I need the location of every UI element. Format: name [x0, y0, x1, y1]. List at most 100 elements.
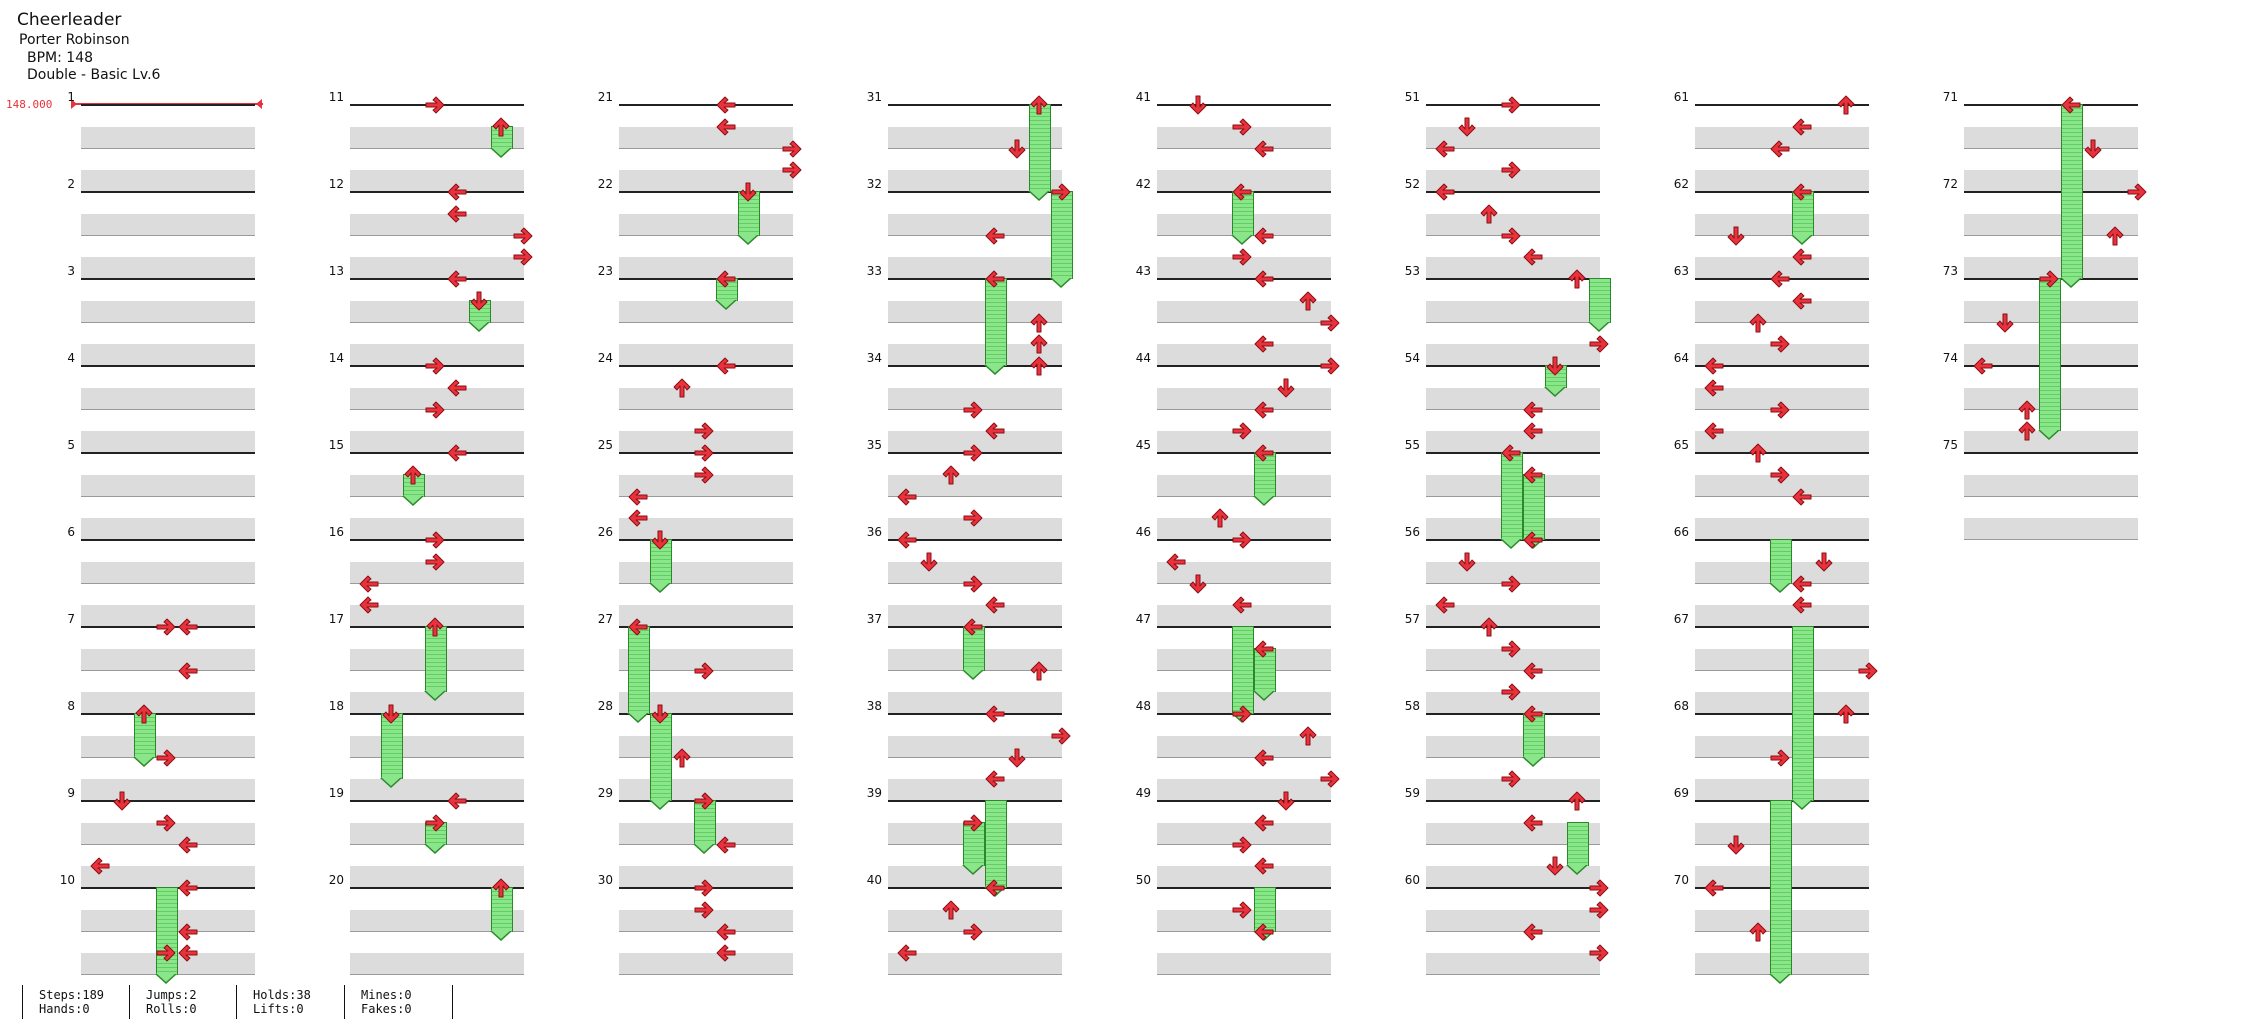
- right-arrow-icon: [424, 551, 446, 573]
- hold-end: [714, 298, 737, 310]
- hold-end: [132, 755, 155, 767]
- measure-line: [81, 452, 255, 454]
- beat-band: [1695, 518, 1869, 541]
- left-arrow-icon: [715, 94, 737, 116]
- left-arrow-icon: [177, 921, 199, 943]
- hold-end: [1768, 581, 1791, 593]
- right-arrow-icon: [1500, 94, 1522, 116]
- song-level: Double - Basic Lv.6: [27, 67, 161, 83]
- measure: 26: [598, 525, 793, 628]
- up-arrow-icon: [1209, 507, 1231, 529]
- stats-divider: [129, 985, 130, 1019]
- hold-end: [154, 973, 177, 984]
- beat-band: [1157, 561, 1331, 584]
- beat-band: [81, 822, 255, 845]
- beat-band: [619, 909, 793, 932]
- beat-band: [81, 561, 255, 584]
- up-arrow-icon: [1566, 268, 1588, 290]
- measure: 5: [67, 438, 255, 541]
- left-arrow-icon: [896, 942, 918, 964]
- beat-band: [1157, 909, 1331, 932]
- down-arrow-icon: [1544, 355, 1566, 377]
- down-arrow-icon: [1006, 138, 1028, 160]
- right-arrow-icon: [781, 159, 803, 181]
- beat-band: [1157, 779, 1331, 802]
- left-arrow-icon: [984, 420, 1006, 442]
- measure-line: [350, 800, 524, 802]
- left-arrow-icon: [1972, 355, 1994, 377]
- left-arrow-icon: [1769, 268, 1791, 290]
- up-arrow-icon: [1747, 312, 1769, 334]
- up-arrow-icon: [490, 877, 512, 899]
- left-arrow-icon: [1253, 921, 1275, 943]
- right-arrow-icon: [1319, 768, 1341, 790]
- beat-band: [81, 300, 255, 323]
- measure-number: 10: [59, 873, 75, 887]
- left-arrow-icon: [358, 573, 380, 595]
- hold-end: [423, 842, 446, 854]
- measure: 61: [1674, 90, 1869, 193]
- left-arrow-icon: [1253, 812, 1275, 834]
- up-arrow-icon: [940, 464, 962, 486]
- measure-number: 67: [1673, 612, 1689, 626]
- beat-band: [888, 735, 1062, 758]
- beat-band: [1695, 474, 1869, 497]
- measure-line: [1157, 365, 1331, 367]
- measure: 4: [67, 351, 255, 454]
- measure-line: [81, 713, 255, 715]
- measure-number: 39: [866, 786, 882, 800]
- hold-end: [1543, 385, 1566, 397]
- down-arrow-icon: [2082, 138, 2104, 160]
- left-arrow-icon: [1253, 268, 1275, 290]
- measure-line: [1157, 452, 1331, 454]
- beat-band: [1695, 170, 1869, 193]
- beat-band: [350, 474, 524, 497]
- measure-number: 51: [1404, 90, 1420, 104]
- right-arrow-icon: [1500, 225, 1522, 247]
- hold-note: [1231, 626, 1254, 714]
- measure-number: 4: [67, 351, 75, 365]
- measure-line: [1426, 713, 1600, 715]
- up-arrow-icon: [1028, 660, 1050, 682]
- up-arrow-icon: [1478, 203, 1500, 225]
- left-arrow-icon: [984, 877, 1006, 899]
- beat-band: [1695, 300, 1869, 323]
- measure-number: 53: [1404, 264, 1420, 278]
- left-arrow-icon: [627, 616, 649, 638]
- left-arrow-icon: [715, 355, 737, 377]
- right-arrow-icon: [1769, 399, 1791, 421]
- measure: 53: [1405, 264, 1600, 367]
- up-arrow-icon: [1566, 790, 1588, 812]
- up-arrow-icon: [490, 116, 512, 138]
- hold-end: [1790, 233, 1813, 245]
- bpm-end-marker: [256, 99, 262, 109]
- measure-number: 48: [1135, 699, 1151, 713]
- measure: 50: [1136, 873, 1331, 976]
- measure-number: 34: [866, 351, 882, 365]
- left-arrow-icon: [1791, 594, 1813, 616]
- up-arrow-icon: [671, 747, 693, 769]
- up-arrow-icon: [402, 464, 424, 486]
- hold-end: [648, 581, 671, 593]
- beat-band: [888, 779, 1062, 802]
- hold-end: [401, 494, 424, 506]
- beat-band: [619, 387, 793, 410]
- left-arrow-icon: [627, 507, 649, 529]
- up-arrow-icon: [2016, 420, 2038, 442]
- right-arrow-icon: [1231, 246, 1253, 268]
- beat-band: [1157, 474, 1331, 497]
- measure-number: 35: [866, 438, 882, 452]
- measure-line: [81, 800, 255, 802]
- measure-number: 72: [1942, 177, 1958, 191]
- beat-band: [1426, 735, 1600, 758]
- right-arrow-icon: [693, 790, 715, 812]
- hold-note: [1566, 821, 1589, 867]
- left-arrow-icon: [1522, 420, 1544, 442]
- down-arrow-icon: [1456, 551, 1478, 573]
- left-arrow-icon: [715, 942, 737, 964]
- measure: 33: [867, 264, 1062, 367]
- hold-note: [1791, 626, 1814, 801]
- measure-number: 43: [1135, 264, 1151, 278]
- measure: 22: [598, 177, 793, 280]
- measure: 46: [1136, 525, 1331, 628]
